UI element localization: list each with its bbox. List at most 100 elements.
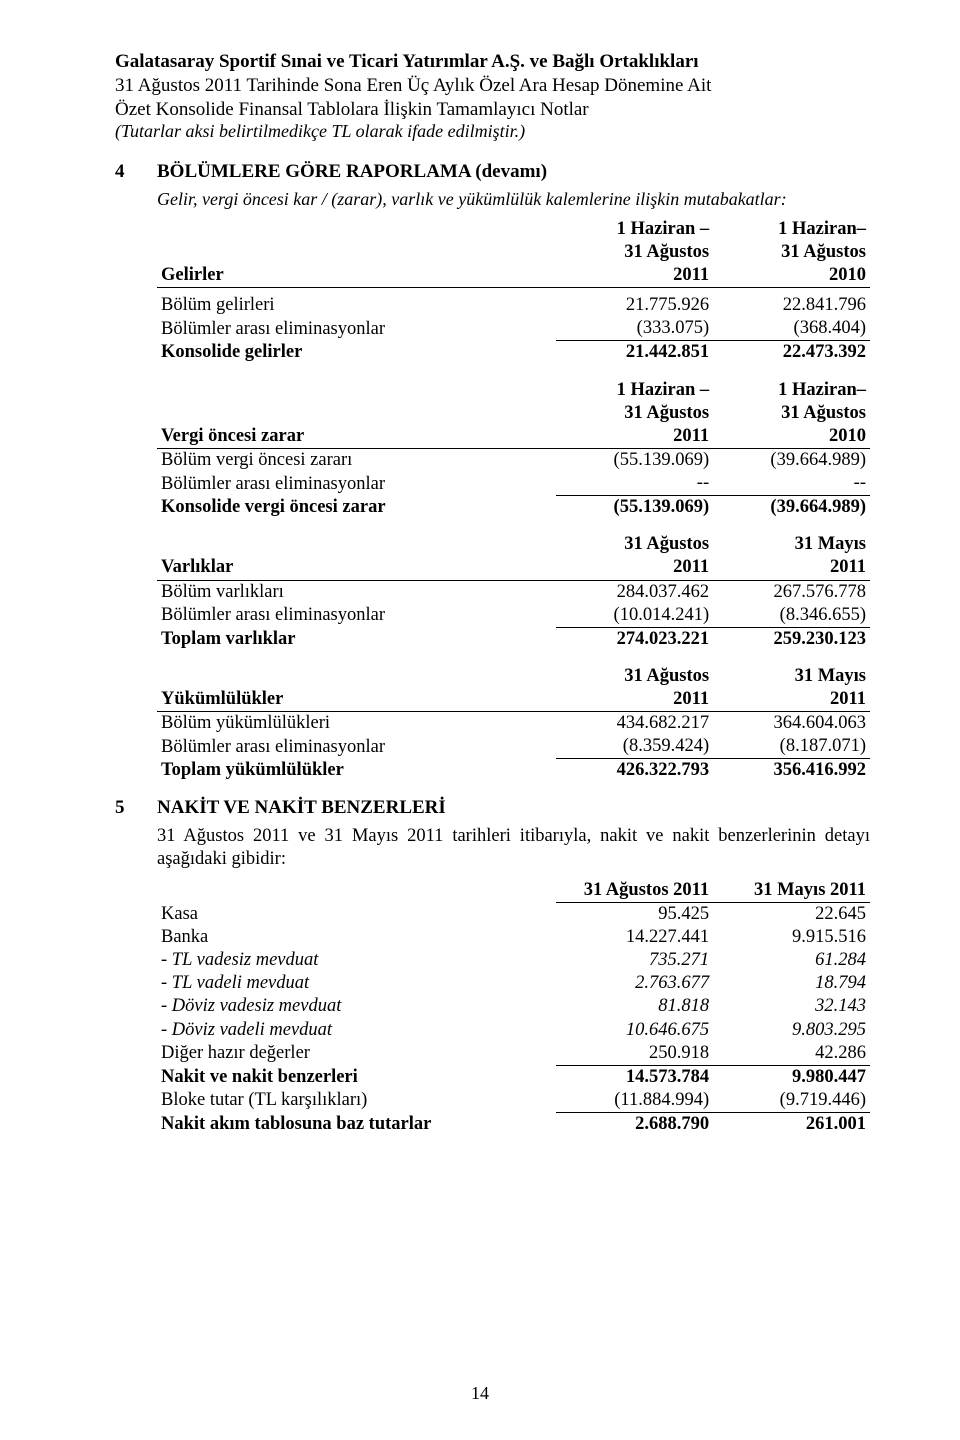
th-col2: 31 Mayıs 2011 <box>713 533 870 580</box>
cell: Nakit akım tablosuna baz tutarlar <box>157 1113 556 1137</box>
section-4-heading: 4 BÖLÜMLERE GÖRE RAPORLAMA (devamı) <box>115 161 870 183</box>
document-header: Galatasaray Sportif Sınai ve Ticari Yatı… <box>115 50 870 143</box>
page-number: 14 <box>0 1383 960 1404</box>
th-c1-c: 2011 <box>560 264 709 287</box>
cell: - Döviz vadesiz mevduat <box>157 995 556 1018</box>
cell: Bölümler arası eliminasyonlar <box>157 735 556 759</box>
table-nakit: 31 Ağustos 2011 31 Mayıs 2011 Kasa 95.42… <box>157 879 870 1136</box>
cell: 434.682.217 <box>556 712 713 736</box>
cell: 81.818 <box>556 995 713 1018</box>
cell: 61.284 <box>713 949 870 972</box>
cell: 42.286 <box>713 1042 870 1066</box>
cell: 10.646.675 <box>556 1019 713 1042</box>
cell: (368.404) <box>713 317 870 341</box>
cell: 32.143 <box>713 995 870 1018</box>
th-col1: 1 Haziran – 31 Ağustos 2011 <box>556 218 713 288</box>
cell: Bölüm yükümlülükleri <box>157 712 556 736</box>
row-toplam-yukum: Toplam yükümlülükler 426.322.793 356.416… <box>157 759 870 783</box>
row-elim-yukum: Bölümler arası eliminasyonlar (8.359.424… <box>157 735 870 759</box>
th-col1: 1 Haziran – 31 Ağustos 2011 <box>556 379 713 449</box>
th-c1-c: 2011 <box>560 425 709 448</box>
table-varliklar: Varlıklar 31 Ağustos 2011 31 Mayıs 2011 … <box>157 533 870 651</box>
th-nakit-c1: 31 Ağustos 2011 <box>556 879 713 903</box>
th-col2: 1 Haziran– 31 Ağustos 2010 <box>713 379 870 449</box>
row-kasa: Kasa 95.425 22.645 <box>157 902 870 926</box>
table-yukumlulukler: Yükümlülükler 31 Ağustos 2011 31 Mayıs 2… <box>157 665 870 783</box>
header-note: (Tutarlar aksi belirtilmedikçe TL olarak… <box>115 121 870 143</box>
th-c2-b: 2011 <box>717 688 866 711</box>
cell: 14.227.441 <box>556 926 713 949</box>
row-bloke: Bloke tutar (TL karşılıkları) (11.884.99… <box>157 1089 870 1113</box>
cell: (8.359.424) <box>556 735 713 759</box>
cell: - TL vadesiz mevduat <box>157 949 556 972</box>
row-bolum-yukum: Bölüm yükümlülükleri 434.682.217 364.604… <box>157 712 870 736</box>
cell: 2.763.677 <box>556 972 713 995</box>
cell: (39.664.989) <box>713 448 870 472</box>
cell: -- <box>556 472 713 496</box>
row-konsolide-gelirler: Konsolide gelirler 21.442.851 22.473.392 <box>157 341 870 365</box>
th-c1-b: 31 Ağustos <box>560 402 709 425</box>
th-gelirler: Gelirler <box>157 218 556 288</box>
row-elim-varlik: Bölümler arası eliminasyonlar (10.014.24… <box>157 604 870 628</box>
row-nakit-benzerleri: Nakit ve nakit benzerleri 14.573.784 9.9… <box>157 1065 870 1089</box>
cell: 21.775.926 <box>556 294 713 317</box>
th-c2-a: 31 Mayıs <box>717 533 866 556</box>
cell: Banka <box>157 926 556 949</box>
cell: Bölümler arası eliminasyonlar <box>157 317 556 341</box>
cell: -- <box>713 472 870 496</box>
cell: 22.841.796 <box>713 294 870 317</box>
cell: 22.645 <box>713 902 870 926</box>
th-yukum: Yükümlülükler <box>157 665 556 712</box>
cell: Bölüm vergi öncesi zararı <box>157 448 556 472</box>
row-tl-vadeli: - TL vadeli mevduat 2.763.677 18.794 <box>157 972 870 995</box>
row-elim-gelir: Bölümler arası eliminasyonlar (333.075) … <box>157 317 870 341</box>
section-4-number: 4 <box>115 161 157 183</box>
cell: 250.918 <box>556 1042 713 1066</box>
th-col1: 31 Ağustos 2011 <box>556 665 713 712</box>
th-c2-b: 2011 <box>717 556 866 579</box>
row-tl-vadesiz: - TL vadesiz mevduat 735.271 61.284 <box>157 949 870 972</box>
cell: Toplam varlıklar <box>157 627 556 651</box>
row-bolum-varliklari: Bölüm varlıkları 284.037.462 267.576.778 <box>157 580 870 604</box>
th-c1-a: 31 Ağustos <box>560 533 709 556</box>
th-col2: 1 Haziran– 31 Ağustos 2010 <box>713 218 870 288</box>
cell: 267.576.778 <box>713 580 870 604</box>
header-line-2: 31 Ağustos 2011 Tarihinde Sona Eren Üç A… <box>115 74 870 98</box>
cell: 364.604.063 <box>713 712 870 736</box>
row-bolum-gelirleri: Bölüm gelirleri 21.775.926 22.841.796 <box>157 294 870 317</box>
section-4-title: BÖLÜMLERE GÖRE RAPORLAMA (devamı) <box>157 161 547 183</box>
th-nakit-blank <box>157 879 556 903</box>
th-c2-a: 1 Haziran– <box>717 218 866 241</box>
th-c1-b: 2011 <box>560 688 709 711</box>
row-elim-vergi: Bölümler arası eliminasyonlar -- -- <box>157 472 870 496</box>
row-doviz-vadeli: - Döviz vadeli mevduat 10.646.675 9.803.… <box>157 1019 870 1042</box>
cell: Bölümler arası eliminasyonlar <box>157 472 556 496</box>
cell: Konsolide gelirler <box>157 341 556 365</box>
row-doviz-vadesiz: - Döviz vadesiz mevduat 81.818 32.143 <box>157 995 870 1018</box>
section-4-title-text: BÖLÜMLERE GÖRE RAPORLAMA (devamı) <box>157 161 547 182</box>
cell: Toplam yükümlülükler <box>157 759 556 783</box>
cell: (55.139.069) <box>556 448 713 472</box>
section-5-title: NAKİT VE NAKİT BENZERLERİ <box>157 797 446 819</box>
cell: 259.230.123 <box>713 627 870 651</box>
cell: 735.271 <box>556 949 713 972</box>
cell: 18.794 <box>713 972 870 995</box>
row-bolum-vergi-zarari: Bölüm vergi öncesi zararı (55.139.069) (… <box>157 448 870 472</box>
header-line-1: Galatasaray Sportif Sınai ve Ticari Yatı… <box>115 50 870 74</box>
cell: 21.442.851 <box>556 341 713 365</box>
cell: (9.719.446) <box>713 1089 870 1113</box>
cell: (39.664.989) <box>713 496 870 520</box>
th-nakit-c2: 31 Mayıs 2011 <box>713 879 870 903</box>
cell: Kasa <box>157 902 556 926</box>
cell: 426.322.793 <box>556 759 713 783</box>
cell: Nakit ve nakit benzerleri <box>157 1065 556 1089</box>
cell: Bloke tutar (TL karşılıkları) <box>157 1089 556 1113</box>
section-5-number: 5 <box>115 797 157 819</box>
cell: 14.573.784 <box>556 1065 713 1089</box>
cell: - TL vadeli mevduat <box>157 972 556 995</box>
th-c1-a: 31 Ağustos <box>560 665 709 688</box>
th-col2: 31 Mayıs 2011 <box>713 665 870 712</box>
th-c2-a: 31 Mayıs <box>717 665 866 688</box>
cell: Bölümler arası eliminasyonlar <box>157 604 556 628</box>
cell: Diğer hazır değerler <box>157 1042 556 1066</box>
